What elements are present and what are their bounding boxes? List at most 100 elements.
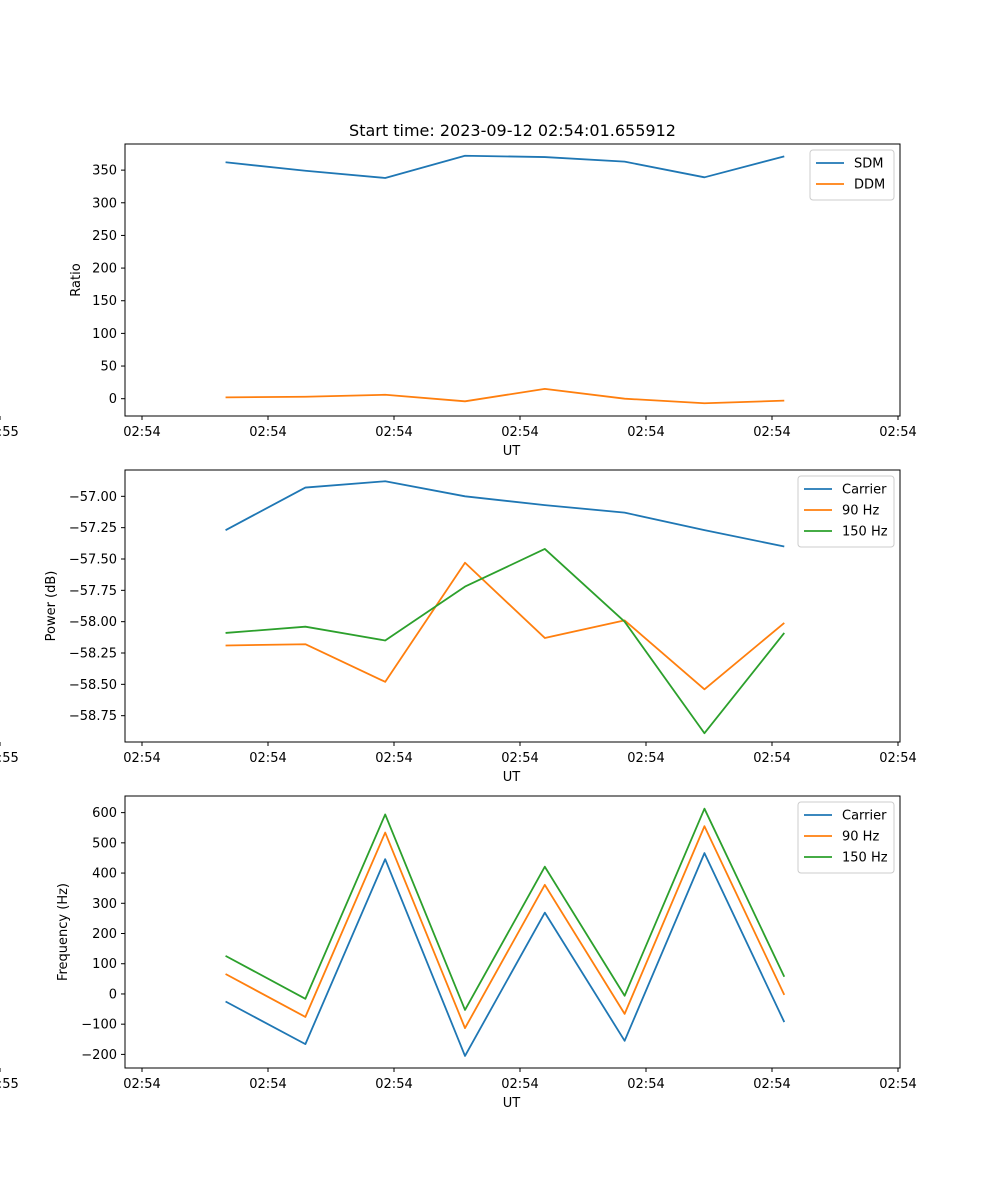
data-point [225, 1001, 227, 1003]
data-point [783, 622, 785, 624]
data-point [544, 504, 546, 506]
y-tick-label: 250 [92, 229, 117, 244]
data-point [783, 632, 785, 634]
legend: Carrier 90 Hz 150 Hz [797, 475, 895, 548]
y-axis-label: Power (dB) [44, 571, 59, 642]
data-point [544, 548, 546, 550]
data-point [464, 586, 466, 588]
data-point [704, 529, 706, 531]
data-point [704, 177, 706, 179]
data-point [225, 529, 227, 531]
axes-frame [124, 469, 901, 743]
data-point [384, 640, 386, 642]
data-point [464, 155, 466, 157]
data-point [384, 832, 386, 834]
x-tick-label: 02:54 [375, 425, 412, 440]
series-line-150-hz [225, 548, 785, 735]
x-tick-label: 02:54 [375, 751, 412, 766]
y-tick-label: 300 [92, 897, 117, 912]
data-point [225, 645, 227, 647]
legend-entry: 90 Hz [842, 830, 879, 845]
x-tick-label: 02:54 [879, 425, 916, 440]
legend: SDM DDM [809, 149, 895, 201]
data-point [624, 1013, 626, 1015]
y-tick-label: 200 [92, 262, 117, 277]
data-point [624, 995, 626, 997]
y-tick-label: −200 [81, 1048, 117, 1063]
y-tick-label: 100 [92, 327, 117, 342]
y-tick-label: 600 [92, 806, 117, 821]
axes-frame [124, 795, 901, 1069]
legend-entry: Carrier [842, 483, 887, 498]
data-point [384, 480, 386, 482]
chart-title: Start time: 2023-09-12 02:54:01.655912 [349, 121, 676, 140]
data-point [384, 177, 386, 179]
legend-entry: 150 Hz [842, 525, 888, 540]
x-axis-label: UT [503, 444, 521, 459]
legend-entry: 150 Hz [842, 851, 888, 866]
panel-ratio: 02:54 02:54 02:54 02:54 02:54 02:54 02:54 02:55… [0, 121, 917, 459]
data-point [464, 1009, 466, 1011]
data-point [783, 1021, 785, 1023]
data-point [305, 1016, 307, 1018]
x-tick-label: 02:54 [249, 751, 286, 766]
data-point [704, 402, 706, 404]
data-point [783, 546, 785, 548]
data-point [624, 621, 626, 623]
x-tick-label: 02:54 [249, 425, 286, 440]
data-point [704, 689, 706, 691]
x-tick-label: 02:54 [879, 1077, 916, 1092]
data-point [704, 852, 706, 854]
x-tick-label: 02:54 [753, 425, 790, 440]
x-tick-label: 02:54 [627, 751, 664, 766]
data-point [225, 973, 227, 975]
data-point [624, 161, 626, 163]
data-point [384, 814, 386, 816]
data-point [225, 955, 227, 957]
data-point [624, 398, 626, 400]
series-line-150-hz [225, 807, 786, 1011]
x-tick-label: 02:54 [753, 1077, 790, 1092]
series-line-carrier [225, 852, 786, 1057]
x-tick-label: 02:54 [501, 751, 538, 766]
x-tick-label: 02:54 [627, 1077, 664, 1092]
x-tick-label: 02:54 [249, 1077, 286, 1092]
data-point [783, 976, 785, 978]
series-line-sdm [225, 154, 785, 179]
x-tick-label: 02:54 [501, 425, 538, 440]
data-point [305, 1043, 307, 1045]
data-point [305, 998, 307, 1000]
data-point [305, 643, 307, 645]
x-tick-label: 02:54 [123, 1077, 160, 1092]
series-line-carrier [225, 480, 785, 548]
y-tick-label: 150 [92, 294, 117, 309]
data-point [384, 858, 386, 860]
legend-box [797, 475, 895, 548]
y-tick-label: −57.25 [69, 521, 117, 536]
legend: Carrier 90 Hz 150 Hz [797, 801, 895, 874]
data-point [464, 1027, 466, 1029]
data-point [384, 681, 386, 683]
y-tick-label: 50 [100, 360, 117, 375]
x-tick-label: 02:54 [375, 1077, 412, 1092]
axes-frame [124, 143, 901, 417]
x-tick-label: 02:54 [879, 751, 916, 766]
y-tick-label: 200 [92, 927, 117, 942]
data-point [305, 170, 307, 172]
data-point [783, 994, 785, 996]
y-tick-label: −57.00 [69, 490, 117, 505]
data-point [544, 637, 546, 639]
y-tick-label: 350 [92, 164, 117, 179]
data-point [783, 400, 785, 402]
y-tick-label: −58.75 [69, 709, 117, 724]
panel-power: 02:54 02:54 02:54 02:54 02:54 02:54 02:54 02:55… [0, 469, 917, 785]
data-point [544, 156, 546, 158]
x-tick-label: 02:54 [753, 751, 790, 766]
data-point [225, 161, 227, 163]
y-axis-label: Ratio [69, 263, 84, 296]
series-line-90-hz [225, 825, 786, 1030]
data-point [384, 394, 386, 396]
y-tick-label: −58.00 [69, 615, 117, 630]
data-point [225, 632, 227, 634]
